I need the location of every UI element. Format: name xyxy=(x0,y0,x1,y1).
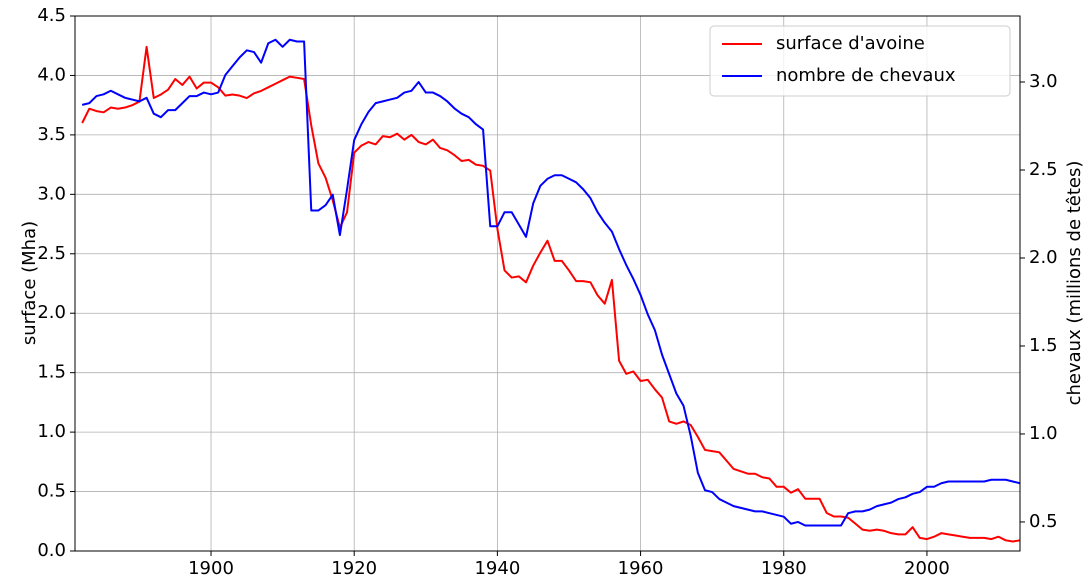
y2-tick-label: 0.5 xyxy=(1029,511,1058,532)
y-tick-label: 3.5 xyxy=(37,124,66,145)
y2-tick-label: 3.0 xyxy=(1029,71,1058,92)
data-line xyxy=(81,45,1021,543)
y2-axis-label: chevaux (millions de têtes) xyxy=(1064,161,1085,406)
x-tick-label: 1900 xyxy=(188,558,234,579)
y2-tick-label: 2.5 xyxy=(1029,159,1058,180)
x-tick-label: 2000 xyxy=(904,558,950,579)
y-axis-label: surface (Mha) xyxy=(19,221,40,345)
y-tick-label: 3.0 xyxy=(37,183,66,204)
y-tick-label: 1.5 xyxy=(37,362,66,383)
y-tick-label: 4.5 xyxy=(37,5,66,26)
y2-tick-label: 1.5 xyxy=(1029,335,1058,356)
data-line xyxy=(81,38,1021,527)
y-tick-label: 2.5 xyxy=(37,243,66,264)
x-tick-label: 1920 xyxy=(331,558,377,579)
y-tick-label: 2.0 xyxy=(37,302,66,323)
y2-tick-label: 2.0 xyxy=(1029,247,1058,268)
plot-frame xyxy=(74,15,1021,552)
y-tick-label: 1.0 xyxy=(37,421,66,442)
y2-tick-label: 1.0 xyxy=(1029,423,1058,444)
legend-label: nombre de chevaux xyxy=(776,65,956,86)
legend-label: surface d'avoine xyxy=(776,33,925,54)
x-tick-label: 1980 xyxy=(761,558,807,579)
legend-box xyxy=(709,25,1011,97)
x-tick-label: 1960 xyxy=(618,558,664,579)
y-tick-label: 0.0 xyxy=(37,540,66,561)
y-tick-label: 4.0 xyxy=(37,64,66,85)
x-tick-label: 1940 xyxy=(474,558,520,579)
y-tick-label: 0.5 xyxy=(37,481,66,502)
